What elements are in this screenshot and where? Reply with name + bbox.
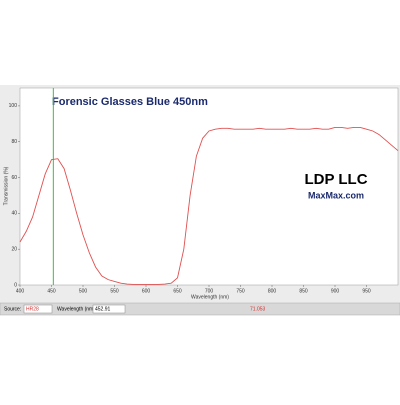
y-tick-label: 40 <box>11 211 17 217</box>
chart-title: Forensic Glasses Blue 450nm <box>52 96 208 108</box>
x-tick-label: 400 <box>16 288 25 294</box>
source-label: Source: <box>4 306 21 312</box>
x-axis-label: Wavelength (nm) <box>191 294 229 300</box>
logo-title: LDP LLC <box>304 171 367 188</box>
y-axis-label: Transmission (%) <box>3 166 9 205</box>
x-tick-label: 850 <box>299 288 308 294</box>
y-tick-label: 0 <box>14 282 17 288</box>
y-tick-label: 20 <box>11 247 17 253</box>
x-tick-label: 600 <box>142 288 151 294</box>
data-line <box>19 126 399 285</box>
y-tick-label: 80 <box>11 139 17 145</box>
x-tick-label: 450 <box>47 288 56 294</box>
x-tick-label: 950 <box>362 288 371 294</box>
y-tick-label: 100 <box>9 103 18 109</box>
wavelength-field[interactable] <box>92 304 126 314</box>
logo-url: MaxMax.com <box>308 190 364 200</box>
wavelength-value[interactable]: 452.91 <box>95 306 111 312</box>
x-tick-label: 650 <box>173 288 182 294</box>
x-tick-label: 800 <box>268 288 277 294</box>
transmission-value: 71.053 <box>250 306 266 312</box>
x-tick-label: 700 <box>205 288 214 294</box>
x-tick-label: 500 <box>79 288 88 294</box>
y-tick-label: 60 <box>11 175 17 181</box>
source-value[interactable]: HR28 <box>26 306 39 312</box>
x-tick-label: 750 <box>236 288 245 294</box>
wavelength-label: Wavelength (nm): <box>57 306 96 312</box>
source-dropdown[interactable] <box>23 304 53 314</box>
logo-box <box>300 162 372 210</box>
x-tick-label: 550 <box>110 288 119 294</box>
x-tick-label: 900 <box>331 288 340 294</box>
